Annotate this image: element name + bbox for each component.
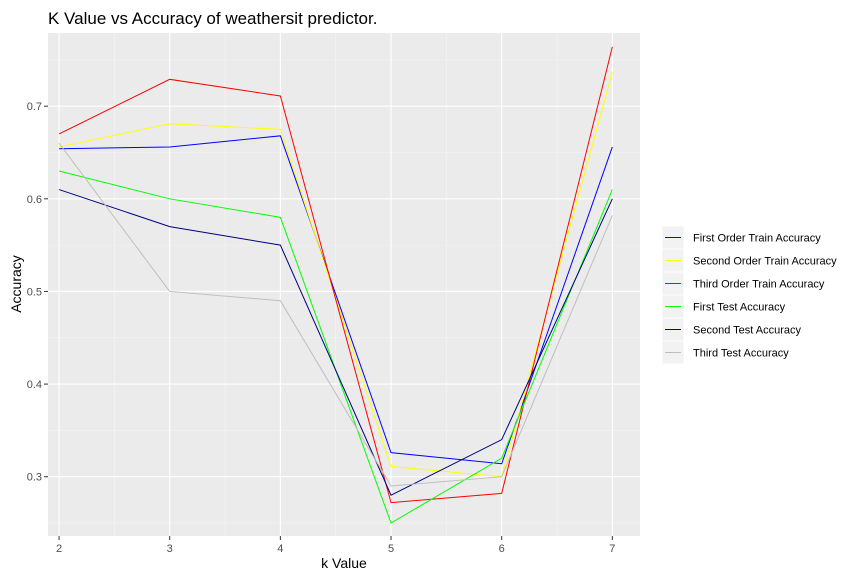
x-tick-label: 3 bbox=[167, 543, 173, 555]
y-tick-label: 0.6 bbox=[27, 194, 42, 206]
chart-title: K Value vs Accuracy of weathersit predic… bbox=[48, 9, 377, 28]
x-tick-label: 2 bbox=[56, 543, 62, 555]
major-gridlines bbox=[48, 33, 640, 536]
legend: First Order Train Accuracy Second Order T… bbox=[661, 225, 837, 365]
y-tick-label: 0.3 bbox=[27, 472, 42, 484]
series-lines bbox=[58, 46, 613, 524]
x-tick-label: 6 bbox=[499, 543, 505, 555]
plot-panel bbox=[48, 33, 640, 536]
series-line-3 bbox=[58, 46, 613, 504]
y-axis-title: Accuracy bbox=[8, 255, 24, 313]
legend-label: Third Order Train Accuracy bbox=[693, 279, 825, 291]
y-tick-label: 0.7 bbox=[27, 101, 42, 113]
y-tick-label: 0.5 bbox=[27, 286, 42, 298]
series-line-6 bbox=[58, 142, 613, 487]
x-axis-ticks: 2 3 4 5 6 7 bbox=[56, 536, 615, 555]
legend-label: First Order Train Accuracy bbox=[693, 233, 821, 245]
x-tick-label: 5 bbox=[388, 543, 394, 555]
x-axis-title: k Value bbox=[321, 555, 367, 571]
x-tick-label: 4 bbox=[277, 543, 283, 555]
minor-gridlines bbox=[48, 33, 640, 536]
legend-label: Second Test Accuracy bbox=[693, 325, 802, 337]
legend-label: Second Order Train Accuracy bbox=[693, 256, 837, 268]
legend-label: First Test Accuracy bbox=[693, 302, 786, 314]
y-tick-label: 0.4 bbox=[27, 379, 42, 391]
x-tick-label: 7 bbox=[609, 543, 615, 555]
series-line-5 bbox=[58, 189, 613, 496]
legend-label: Third Test Accuracy bbox=[693, 348, 789, 360]
y-axis-ticks: 0.3 0.4 0.5 0.6 0.7 bbox=[27, 101, 48, 484]
